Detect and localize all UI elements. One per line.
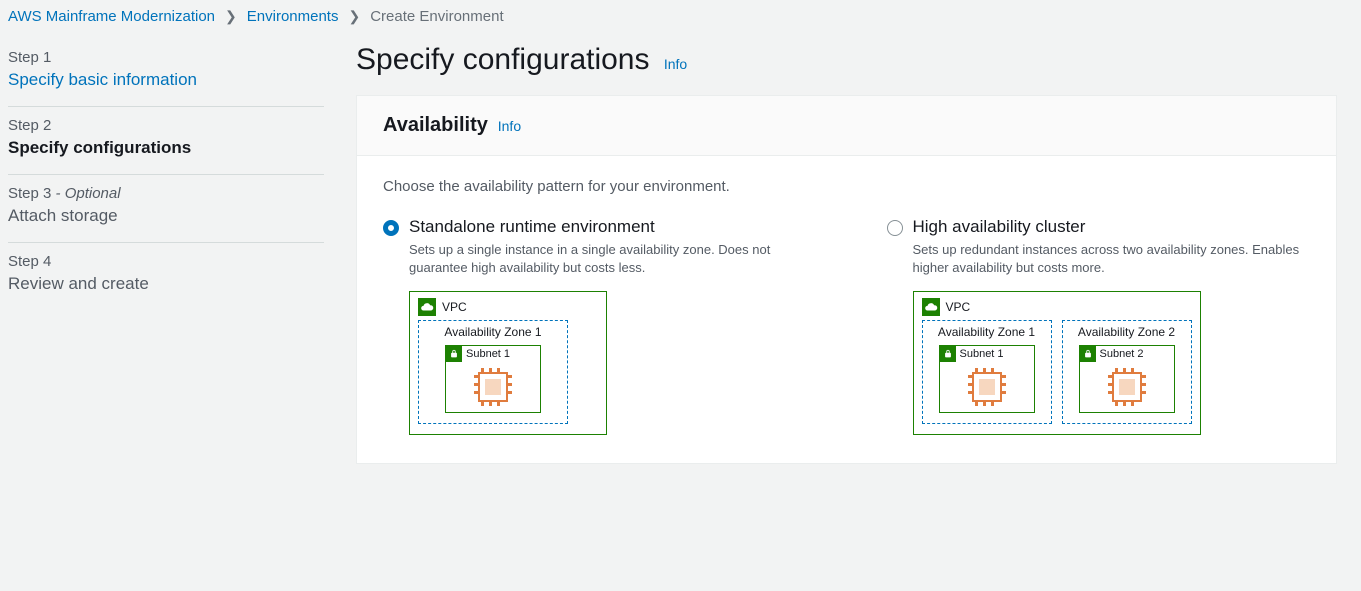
- az-label: Availability Zone 1: [933, 325, 1041, 339]
- radio-ha-cluster[interactable]: [887, 220, 903, 236]
- cloud-icon: [922, 298, 940, 316]
- ha-diagram: VPC Availability Zone 1: [913, 291, 1311, 435]
- info-link[interactable]: Info: [498, 118, 521, 134]
- vpc-label: VPC: [442, 300, 467, 314]
- step-4[interactable]: Step 4 Review and create: [8, 243, 324, 310]
- option-description: Sets up a single instance in a single av…: [409, 241, 807, 277]
- step-title: Attach storage: [8, 206, 324, 226]
- step-number: Step 4: [8, 253, 324, 270]
- page-title: Specify configurations Info: [356, 43, 1337, 77]
- step-number: Step 1: [8, 49, 324, 66]
- panel-helper-text: Choose the availability pattern for your…: [383, 178, 1310, 195]
- step-2: Step 2 Specify configurations: [8, 107, 324, 175]
- option-title: Standalone runtime environment: [409, 217, 655, 237]
- chip-icon: [972, 372, 1002, 402]
- availability-zone: Availability Zone 2 Subnet 2: [1062, 320, 1192, 424]
- vpc-label: VPC: [946, 300, 971, 314]
- page-title-text: Specify configurations: [356, 43, 650, 76]
- panel-header: Availability Info: [357, 96, 1336, 156]
- step-title: Review and create: [8, 274, 324, 294]
- step-optional: - Optional: [51, 185, 120, 202]
- breadcrumb-current: Create Environment: [370, 8, 503, 25]
- info-link[interactable]: Info: [664, 56, 687, 72]
- subnet-label: Subnet 1: [960, 348, 1004, 360]
- availability-panel: Availability Info Choose the availabilit…: [356, 95, 1337, 464]
- lock-icon: [446, 346, 462, 362]
- step-title: Specify configurations: [8, 138, 324, 158]
- cloud-icon: [418, 298, 436, 316]
- lock-icon: [1080, 346, 1096, 362]
- step-1[interactable]: Step 1 Specify basic information: [8, 39, 324, 107]
- main-content: Specify configurations Info Availability…: [332, 39, 1361, 488]
- option-standalone[interactable]: Standalone runtime environment Sets up a…: [383, 217, 807, 435]
- breadcrumb-environments[interactable]: Environments: [247, 8, 339, 25]
- lock-icon: [940, 346, 956, 362]
- wizard-steps: Step 1 Specify basic information Step 2 …: [0, 39, 332, 488]
- standalone-diagram: VPC Availability Zone 1: [409, 291, 807, 435]
- az-label: Availability Zone 2: [1073, 325, 1181, 339]
- step-3[interactable]: Step 3 - Optional Attach storage: [8, 175, 324, 243]
- option-description: Sets up redundant instances across two a…: [913, 241, 1311, 277]
- step-number-text: Step 3: [8, 185, 51, 202]
- subnet: Subnet 2: [1079, 345, 1175, 413]
- panel-title: Availability: [383, 114, 488, 136]
- availability-zone: Availability Zone 1 Subnet 1: [922, 320, 1052, 424]
- chip-icon: [478, 372, 508, 402]
- subnet: Subnet 1: [939, 345, 1035, 413]
- availability-zone: Availability Zone 1 Subnet 1: [418, 320, 568, 424]
- step-number: Step 2: [8, 117, 324, 134]
- breadcrumb-root[interactable]: AWS Mainframe Modernization: [8, 8, 215, 25]
- az-label: Availability Zone 1: [429, 325, 557, 339]
- subnet: Subnet 1: [445, 345, 541, 413]
- subnet-label: Subnet 1: [466, 348, 510, 360]
- step-number: Step 3 - Optional: [8, 185, 324, 202]
- chevron-right-icon: ❯: [225, 8, 237, 25]
- subnet-label: Subnet 2: [1100, 348, 1144, 360]
- chevron-right-icon: ❯: [348, 8, 360, 25]
- step-title[interactable]: Specify basic information: [8, 70, 324, 90]
- option-ha-cluster[interactable]: High availability cluster Sets up redund…: [887, 217, 1311, 435]
- radio-standalone[interactable]: [383, 220, 399, 236]
- chip-icon: [1112, 372, 1142, 402]
- option-title: High availability cluster: [913, 217, 1086, 237]
- breadcrumb: AWS Mainframe Modernization ❯ Environmen…: [0, 0, 1361, 39]
